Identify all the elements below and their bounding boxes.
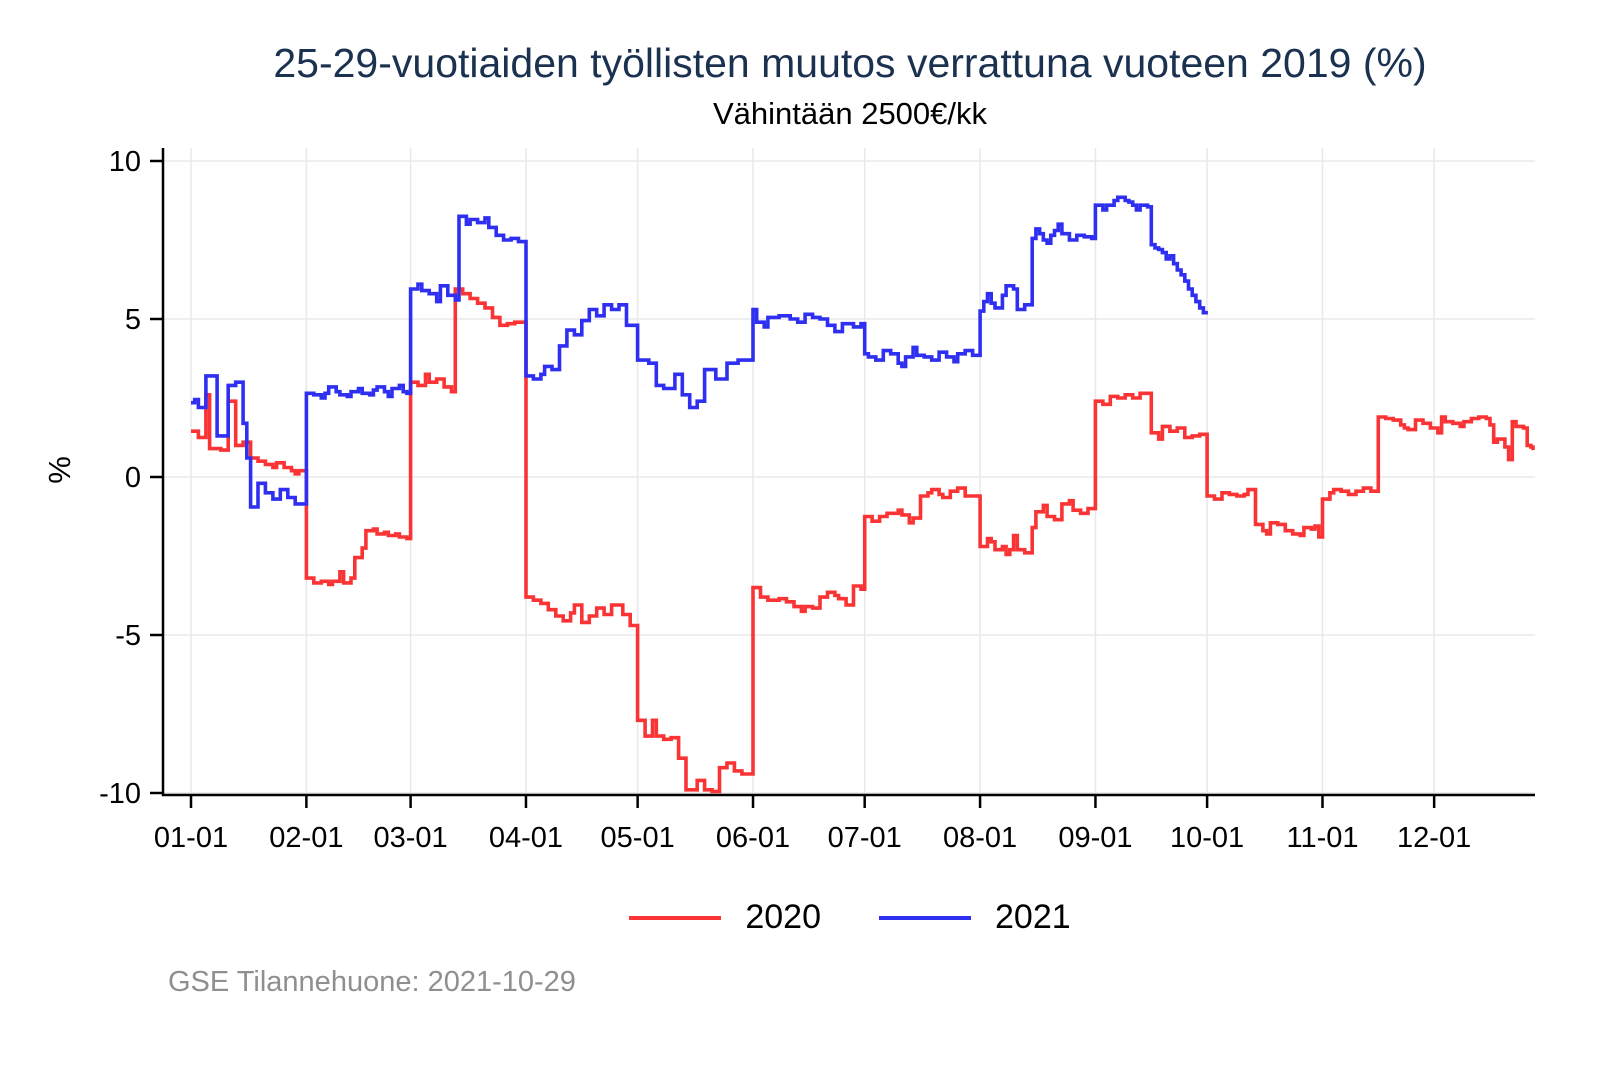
x-tick-label: 11-01 [1286, 822, 1358, 854]
legend-item-2021: 2021 [879, 898, 1071, 937]
legend-line-2021-icon [879, 915, 971, 920]
legend-label-2021: 2021 [995, 898, 1071, 936]
y-tick-label: -10 [99, 778, 141, 810]
legend-line-2020-icon [629, 915, 722, 920]
y-tick-label: 5 [125, 304, 141, 336]
x-tick-label: 07-01 [828, 822, 902, 854]
x-tick-label: 03-01 [374, 822, 448, 854]
x-tick-label: 12-01 [1397, 822, 1471, 854]
x-tick-label: 02-01 [269, 822, 343, 854]
series-line-2020 [191, 287, 1535, 794]
x-tick-label: 09-01 [1058, 822, 1132, 854]
x-tick-label: 04-01 [489, 822, 563, 854]
series-line-2021 [191, 195, 1208, 509]
y-tick-label: -5 [115, 620, 141, 652]
x-tick-label: 01-01 [154, 822, 228, 854]
y-tick-label: 10 [109, 146, 141, 178]
chart-title: 25-29-vuotiaiden työllisten muutos verra… [273, 40, 1427, 86]
y-tick-label: 0 [125, 462, 141, 494]
legend: 2020 2021 [100, 898, 1600, 937]
x-tick-label: 06-01 [716, 822, 790, 854]
x-tick-label: 05-01 [601, 822, 675, 854]
axis-lines [161, 148, 1535, 797]
legend-item-2020: 2020 [629, 898, 821, 937]
x-tick-label: 10-01 [1170, 822, 1244, 854]
source-note: GSE Tilannehuone: 2021-10-29 [168, 966, 576, 998]
x-tick-label: 08-01 [943, 822, 1017, 854]
chart-subtitle: Vähintään 2500€/kk [712, 96, 988, 131]
legend-label-2020: 2020 [745, 898, 821, 936]
